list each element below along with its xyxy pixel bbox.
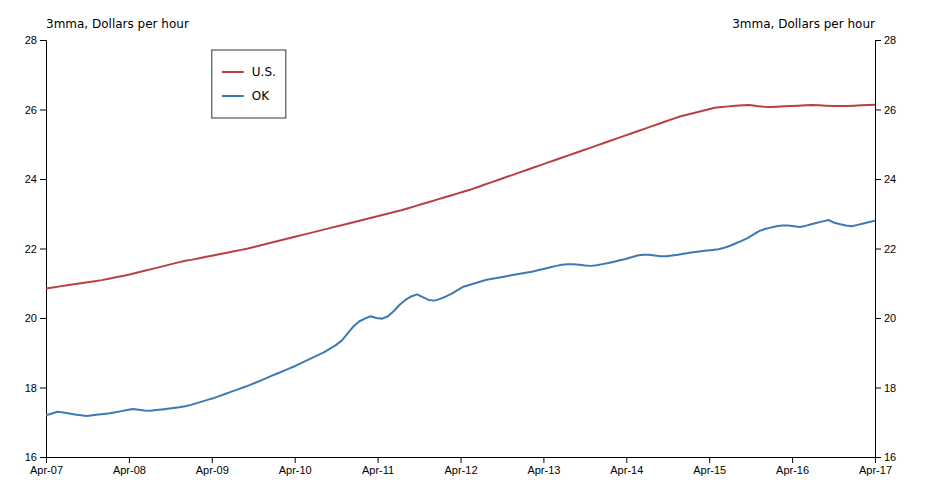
tick: 20 bbox=[25, 312, 46, 324]
series-line bbox=[46, 105, 875, 289]
tick-label: 26 bbox=[25, 104, 37, 116]
tick-label: Apr-17 bbox=[859, 464, 892, 476]
legend-item: U.S. bbox=[222, 65, 276, 79]
tick-mark bbox=[40, 249, 46, 250]
tick-label: 20 bbox=[884, 312, 896, 324]
tick-mark bbox=[875, 318, 881, 319]
y-axis-label: 3mma, Dollars per hour bbox=[46, 17, 189, 31]
axis-line bbox=[47, 458, 876, 464]
tick-mark bbox=[40, 318, 46, 319]
tick-mark bbox=[626, 457, 627, 463]
tick: Apr-14 bbox=[610, 457, 643, 476]
y-axis: 16 18 20 22 24 26 28 bbox=[25, 34, 47, 463]
tick: Apr-08 bbox=[113, 457, 146, 476]
tick-label: Apr-13 bbox=[527, 464, 560, 476]
tick-label: 18 bbox=[884, 382, 896, 394]
tick-label: Apr-12 bbox=[444, 464, 477, 476]
tick-mark bbox=[40, 388, 46, 389]
tick-mark bbox=[875, 388, 881, 389]
tick: 16 bbox=[25, 451, 46, 463]
tick-label: Apr-07 bbox=[30, 464, 63, 476]
tick: 18 bbox=[875, 382, 896, 394]
chart: Apr-07 Apr-08 Apr-09 Apr-10 Apr-11 Apr-12 Apr-… bbox=[0, 0, 925, 493]
tick-label: 18 bbox=[25, 382, 37, 394]
tick-mark bbox=[129, 457, 130, 463]
legend-swatch bbox=[222, 95, 244, 97]
plot: Apr-07 Apr-08 Apr-09 Apr-10 Apr-11 Apr-12 Apr-… bbox=[25, 17, 897, 476]
x-axis: Apr-07 Apr-08 Apr-09 Apr-10 Apr-11 Apr-12 Apr-… bbox=[30, 457, 892, 476]
tick-mark bbox=[709, 457, 710, 463]
tick: Apr-12 bbox=[444, 457, 477, 476]
tick: 22 bbox=[25, 243, 46, 255]
tick-label: Apr-08 bbox=[113, 464, 146, 476]
tick-label: 22 bbox=[25, 243, 37, 255]
tick-label: Apr-10 bbox=[279, 464, 312, 476]
legend-swatch bbox=[222, 71, 244, 73]
tick: 22 bbox=[875, 243, 896, 255]
tick: 24 bbox=[875, 173, 896, 185]
tick-label: 28 bbox=[884, 34, 896, 46]
tick: 26 bbox=[875, 104, 896, 116]
axis-line bbox=[876, 41, 882, 458]
tick-label: 16 bbox=[884, 451, 896, 463]
tick-mark bbox=[875, 110, 881, 111]
tick-mark bbox=[875, 249, 881, 250]
tick: Apr-11 bbox=[362, 457, 394, 476]
tick-mark bbox=[875, 40, 881, 41]
tick-mark bbox=[543, 457, 544, 463]
tick: Apr-15 bbox=[693, 457, 726, 476]
legend: U.S. OK bbox=[212, 50, 286, 118]
tick-label: 22 bbox=[884, 243, 896, 255]
tick: 26 bbox=[25, 104, 46, 116]
tick: 28 bbox=[875, 34, 896, 46]
legend-item: OK bbox=[222, 89, 270, 103]
series-line bbox=[46, 220, 875, 416]
tick-label: Apr-15 bbox=[693, 464, 726, 476]
tick: 24 bbox=[25, 173, 46, 185]
y2-axis-label: 3mma, Dollars per hour bbox=[732, 17, 875, 31]
legend-box bbox=[212, 50, 286, 118]
axis-line bbox=[40, 41, 47, 458]
tick-label: Apr-11 bbox=[362, 464, 394, 476]
tick-label: 20 bbox=[25, 312, 37, 324]
tick: 16 bbox=[875, 451, 896, 463]
tick-label: Apr-16 bbox=[776, 464, 809, 476]
tick-label: 28 bbox=[25, 34, 37, 46]
tick: 18 bbox=[25, 382, 46, 394]
tick-label: 16 bbox=[25, 451, 37, 463]
tick-label: Apr-14 bbox=[610, 464, 643, 476]
y2-axis: 16 18 20 22 24 26 28 bbox=[875, 34, 896, 463]
legend-label: OK bbox=[252, 89, 270, 103]
tick: Apr-09 bbox=[196, 457, 229, 476]
tick-mark bbox=[40, 179, 46, 180]
tick-mark bbox=[40, 110, 46, 111]
tick-mark bbox=[40, 40, 46, 41]
series-group bbox=[46, 105, 875, 416]
tick-label: 24 bbox=[884, 173, 896, 185]
tick-mark bbox=[212, 457, 213, 463]
tick-mark bbox=[378, 457, 379, 463]
tick: Apr-13 bbox=[527, 457, 560, 476]
tick-mark bbox=[461, 457, 462, 463]
tick: Apr-10 bbox=[279, 457, 312, 476]
tick-mark bbox=[40, 457, 46, 458]
tick: 28 bbox=[25, 34, 46, 46]
tick-mark bbox=[875, 179, 881, 180]
tick: 20 bbox=[875, 312, 896, 324]
tick-label: Apr-09 bbox=[196, 464, 229, 476]
tick-mark bbox=[295, 457, 296, 463]
legend-label: U.S. bbox=[252, 65, 276, 79]
tick-label: 24 bbox=[25, 173, 37, 185]
tick: Apr-16 bbox=[776, 457, 809, 476]
tick-mark bbox=[792, 457, 793, 463]
tick-mark bbox=[875, 457, 881, 458]
tick-label: 26 bbox=[884, 104, 896, 116]
